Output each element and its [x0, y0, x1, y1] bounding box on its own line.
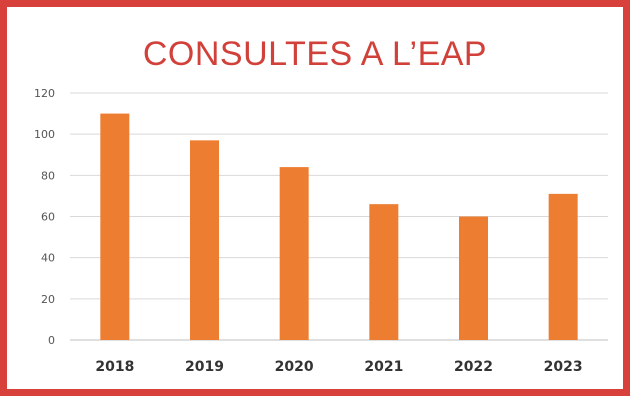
- bar-2020: [279, 167, 309, 340]
- y-tick-label: 60: [41, 211, 55, 224]
- bar-2021: [369, 204, 399, 340]
- bars: [100, 113, 578, 340]
- x-tick-label: 2018: [95, 359, 134, 375]
- chart-title: CONSULTES A L’EAP: [142, 35, 488, 73]
- bar-2022: [459, 216, 488, 340]
- y-tick-label: 80: [41, 169, 55, 182]
- x-tick-label: 2023: [544, 359, 583, 375]
- y-tick-label: 100: [34, 128, 55, 141]
- y-tick-label: 120: [34, 87, 55, 100]
- y-tick-label: 40: [41, 252, 55, 265]
- bar-2019: [190, 140, 219, 340]
- x-tick-label: 2019: [185, 359, 224, 375]
- x-tick-label: 2022: [454, 359, 493, 375]
- y-axis-ticks: 0 20 40 60 80 100 120: [34, 87, 55, 347]
- x-tick-label: 2021: [364, 359, 403, 375]
- y-tick-label: 20: [41, 293, 55, 306]
- x-axis-ticks: 2018 2019 2020 2021 2022 2023: [95, 359, 582, 375]
- x-tick-label: 2020: [275, 359, 314, 375]
- gridlines: [70, 92, 608, 341]
- bar-2018: [100, 113, 130, 340]
- bar-2023: [548, 193, 578, 340]
- y-tick-label: 0: [48, 334, 55, 347]
